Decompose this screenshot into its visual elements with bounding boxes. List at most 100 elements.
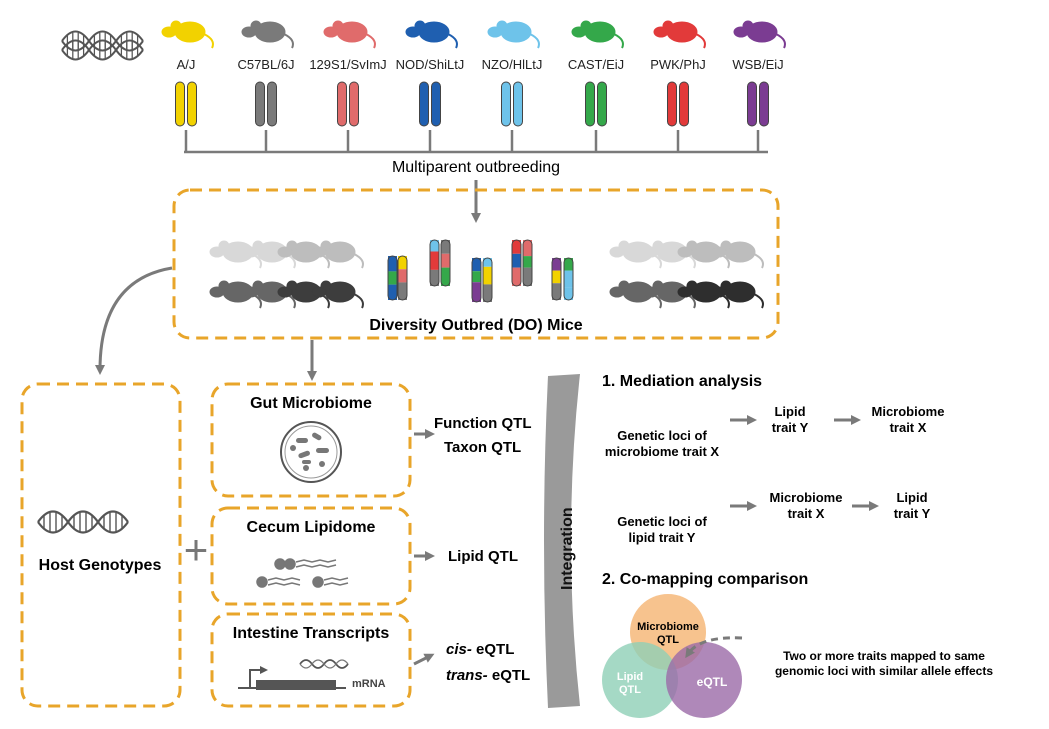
gene-transcription-icon [238,659,349,690]
strain-chromosome [175,81,185,127]
arrow-to-host [95,266,173,375]
trans-eqtl-label: trans- eQTL [446,667,530,684]
strain-chromosome [759,81,769,127]
venn-micro-line2: QTL [657,634,679,646]
strain-label: PWK/PhJ [650,57,706,72]
venn-eqtl-label: eQTL [697,675,728,689]
strain-label: 129S1/SvImJ [309,57,386,72]
petri-dish-icon [280,421,342,483]
mosaic-chromosomes [387,239,574,303]
mosaic-chromosome-6 [511,239,522,287]
mrna-label: mRNA [352,678,386,690]
strain-mouse-icon [733,20,786,49]
strain-mouse-icon [487,20,540,49]
cecum-lipidome-title: Cecum Lipidome [247,519,376,536]
strain-chromosome [585,81,595,127]
venn-micro-line1: Microbiome [637,621,699,633]
row2-end-line2: trait Y [894,506,931,521]
row2-end-line1: Lipid [896,490,927,505]
arrow-eqtl [413,653,435,666]
strain-mouse-icon [653,20,706,49]
comapping-note-line2: genomic loci with similar allele effects [775,664,993,678]
venn-pointer-arrow [685,636,743,659]
founder-strains: A/J C57BL/6J 129S1/SvImJ NOD/ShiLtJ NZO/HlLt… [161,20,786,152]
lipid-molecules-icon [256,558,349,588]
mosaic-chromosome-3 [440,239,451,287]
comapping-note-line1: Two or more traits mapped to same [783,649,985,663]
venn-lipid-circle [602,642,678,718]
comapping-title: 2. Co-mapping comparison [602,571,808,588]
strain-label: C57BL/6J [237,57,294,72]
row1-loci-line1: Genetic loci of [617,428,707,443]
integration-bar [544,374,580,708]
strain-4: NZO/HlLtJ [482,20,543,152]
strain-1: C57BL/6J [237,20,295,152]
strain-2: 129S1/SvImJ [309,20,387,152]
strain-mouse-icon [241,20,294,49]
row2-mid-line1: Microbiome [770,490,843,505]
row1-end-line1: Microbiome [872,404,945,419]
mosaic-chromosome-0 [387,255,398,301]
do-mice-left-group [209,240,364,309]
strain-0: A/J [161,20,214,152]
strain-chromosome [349,81,359,127]
gut-microbiome-title: Gut Microbiome [250,395,372,412]
strain-label: A/J [177,57,196,72]
strain-7: WSB/EiJ [732,20,786,152]
strain-mouse-icon [571,20,624,49]
venn-eqtl-circle [666,642,742,718]
row1-mid-line2: trait Y [772,420,809,435]
strain-mouse-icon [405,20,458,49]
strain-chromosome [419,81,429,127]
mosaic-chromosome-2 [429,239,440,287]
intestine-transcripts-title: Intestine Transcripts [233,625,390,642]
strain-3: NOD/ShiLtJ [396,20,465,152]
function-qtl-label: Function QTL [434,415,531,432]
strain-chromosome [501,81,511,127]
strain-mouse-icon [161,20,214,49]
gut-microbiome-box [210,382,412,498]
mediation-title: 1. Mediation analysis [602,373,762,390]
cecum-lipidome-box [210,506,412,606]
intestine-transcripts-box [210,612,412,708]
strain-chromosome [747,81,757,127]
outbreeding-label: Multiparent outbreeding [392,159,560,176]
row1-end-line2: trait X [890,420,927,435]
row2-mid-line2: trait X [788,506,825,521]
row2-loci-line1: Genetic loci of [617,514,707,529]
strain-chromosome [513,81,523,127]
host-genotypes-box [20,382,182,708]
venn-lipid-line2: QTL [619,684,641,696]
do-mice-box [172,188,780,340]
cis-eqtl-label: cis- eQTL [446,641,514,658]
strain-chromosome [187,81,197,127]
row1-mid-line1: Lipid [774,404,805,419]
do-mice-label: Diversity Outbred (DO) Mice [369,317,582,334]
mosaic-chromosome-5 [482,257,493,303]
strain-chromosome [337,81,347,127]
strain-5: CAST/EiJ [568,20,624,152]
host-genotypes-label: Host Genotypes [39,557,162,574]
strain-label: CAST/EiJ [568,57,624,72]
mosaic-chromosome-9 [563,257,574,301]
mosaic-chromosome-4 [471,257,482,303]
row2-loci-line2: lipid trait Y [629,530,696,545]
do-mice-right-group [609,240,764,309]
strain-label: NOD/ShiLtJ [396,57,465,72]
mosaic-chromosome-7 [522,239,533,287]
strain-label: WSB/EiJ [732,57,783,72]
strain-6: PWK/PhJ [650,20,706,152]
strain-chromosome [679,81,689,127]
strain-mouse-icon [323,20,376,49]
taxon-qtl-label: Taxon QTL [444,439,521,456]
plus-sign: + [184,526,209,573]
integration-label: Integration [559,507,576,590]
strain-chromosome [255,81,265,127]
strain-chromosome [431,81,441,127]
venn-diagram [602,594,742,718]
strain-label: NZO/HlLtJ [482,57,543,72]
host-dna-icon [36,510,130,534]
strain-chromosome [667,81,677,127]
venn-lipid-line1: Lipid [617,671,643,683]
